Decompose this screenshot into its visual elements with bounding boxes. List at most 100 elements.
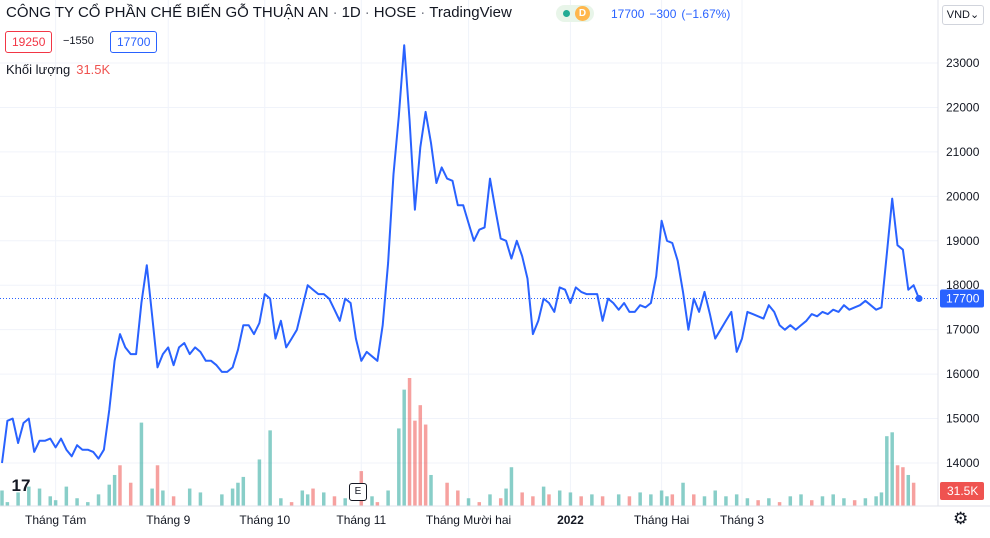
volume-bar — [198, 492, 203, 506]
sell-price-box[interactable]: 19250 — [5, 31, 53, 53]
y-tick-label: 18000 — [946, 278, 980, 292]
gear-icon[interactable]: ⚙ — [953, 509, 969, 528]
volume-bar — [777, 502, 782, 506]
volume-bar — [37, 488, 42, 506]
volume-bar — [300, 490, 305, 506]
volume-bar — [498, 498, 503, 506]
x-tick-label: Tháng Tám — [25, 513, 86, 527]
volume-bar — [386, 490, 390, 506]
volume-bar — [745, 498, 750, 506]
title-separator: · — [420, 4, 426, 21]
y-tick-label: 17000 — [946, 323, 980, 337]
volume-bar — [257, 459, 262, 506]
volume-bar — [187, 488, 192, 506]
x-tick-label: 2022 — [557, 513, 584, 527]
volume-bar — [638, 492, 642, 506]
volume-bar — [230, 488, 235, 506]
volume-bar — [343, 498, 347, 506]
volume-bar — [831, 494, 835, 506]
chart-title[interactable]: CÔNG TY CỔ PHẦN CHẾ BIẾN GỖ THUẬN AN · 1D ·… — [6, 4, 512, 21]
volume-bar — [890, 432, 894, 506]
volume-bar — [466, 498, 471, 506]
y-tick-label: 22000 — [946, 100, 980, 114]
last-price-badge — [940, 289, 984, 308]
volume-bar — [5, 502, 10, 506]
volume-bar — [692, 494, 696, 506]
volume-bar — [863, 498, 868, 506]
volume-bar — [112, 474, 117, 506]
volume-bar — [911, 482, 916, 506]
earnings-event-marker[interactable]: E — [349, 483, 367, 501]
volume-bar — [236, 482, 240, 506]
volume-bar — [767, 498, 771, 506]
provider: TradingView — [429, 4, 512, 21]
delayed-badge: D — [575, 6, 590, 21]
volume-bar — [756, 500, 760, 506]
y-tick-label: 19000 — [946, 234, 980, 248]
quote-summary: 17700 −300 (−1.67%) — [611, 7, 735, 21]
volume-legend[interactable]: Khối lượng 31.5K — [6, 62, 110, 77]
volume-bar — [670, 494, 675, 506]
volume-bar — [161, 490, 165, 506]
volume-bar — [885, 436, 889, 506]
volume-bar — [906, 474, 911, 506]
symbol-name[interactable]: CÔNG TY CỔ PHẦN CHẾ BIẾN GỖ THUẬN AN — [6, 4, 329, 21]
volume-bar — [488, 494, 492, 506]
volume-bar — [600, 496, 605, 506]
volume-bar — [418, 405, 423, 506]
exchange: HOSE — [373, 4, 417, 21]
volume-bar — [413, 420, 417, 506]
price-axis-ticks: 23000 22000 21000 20000 19000 18000 17000 16000… — [946, 56, 980, 470]
y-tick-label: 20000 — [946, 189, 980, 203]
price-axis[interactable] — [938, 0, 990, 538]
volume-bar — [852, 500, 857, 506]
volume-bar — [557, 490, 562, 506]
volume-bar — [16, 492, 20, 506]
volume-bar — [504, 488, 508, 506]
price-change: −300 — [649, 7, 677, 21]
volume-value: 31.5K — [76, 62, 111, 77]
volume-bar — [579, 496, 583, 506]
x-tick-label: Tháng Hai — [634, 513, 689, 527]
volume-label: Khối lượng — [6, 62, 71, 77]
volume-bar — [220, 494, 224, 506]
volume-bar — [627, 496, 632, 506]
volume-bar — [0, 490, 4, 506]
spread-value: −1550 — [63, 35, 94, 47]
y-tick-label: 16000 — [946, 367, 980, 381]
y-tick-label: 23000 — [946, 56, 980, 70]
y-tick-label: 21000 — [946, 145, 980, 159]
volume-bar — [64, 486, 69, 506]
volume-bar — [665, 496, 669, 506]
volume-bar — [702, 496, 707, 506]
volume-bar — [311, 488, 315, 506]
volume-bar — [509, 467, 514, 506]
volume-bar — [734, 494, 739, 506]
volume-bar — [895, 465, 900, 506]
volume-bar — [155, 465, 160, 506]
grid — [0, 0, 938, 506]
volume-bar — [397, 428, 401, 506]
volume-bar — [547, 494, 551, 506]
volume-bar — [874, 496, 878, 506]
volume-bar — [681, 482, 685, 506]
volume-bar — [268, 430, 272, 506]
price-series-line — [1, 44, 920, 464]
volume-bar — [27, 486, 31, 506]
volume-bar — [429, 474, 433, 506]
buy-price-box[interactable]: 17700 — [110, 31, 158, 53]
y-tick-label: 15000 — [946, 412, 980, 426]
volume-bar — [456, 490, 460, 506]
currency-dropdown[interactable]: VND⌄ — [942, 5, 984, 25]
interval[interactable]: 1D — [341, 4, 361, 21]
volume-bar — [477, 502, 482, 506]
volume-badge — [940, 482, 984, 500]
x-tick-label: Tháng 9 — [146, 513, 190, 527]
volume-bar — [541, 486, 546, 506]
currency-label: VND — [946, 9, 970, 21]
volume-bar — [96, 494, 101, 506]
tradingview-logo-icon[interactable]: 17 — [11, 476, 31, 495]
market-status[interactable]: D — [556, 5, 594, 22]
